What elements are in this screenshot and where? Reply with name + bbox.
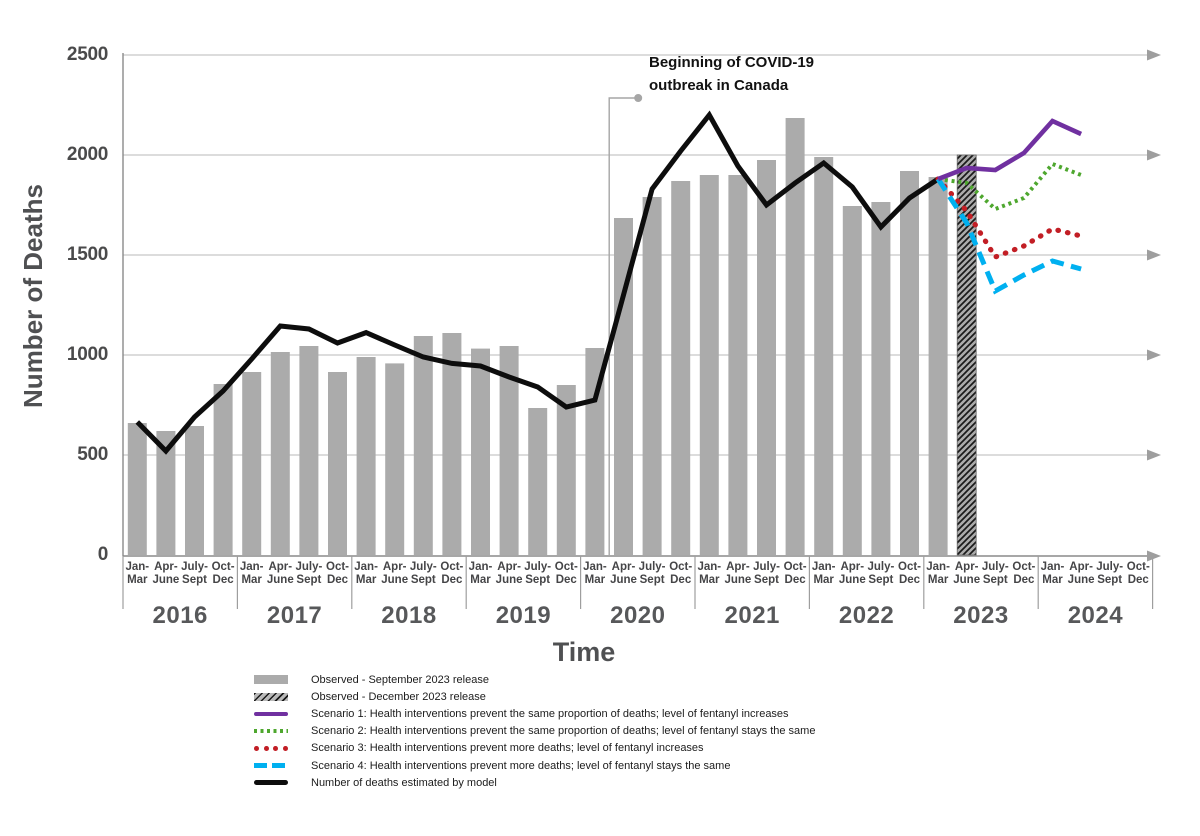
legend-item-scenario2: Scenario 2: Health interventions prevent… xyxy=(254,723,815,740)
y-axis-title: Number of Deaths xyxy=(18,184,48,408)
year-separators xyxy=(122,556,1154,609)
y-tick-label: 2500 xyxy=(66,44,108,65)
covid-annotation: Beginning of COVID-19 outbreak in Canada xyxy=(649,52,869,97)
x-tick-label: Oct- Dec xyxy=(898,561,921,587)
legend-label: Scenario 4: Health interventions prevent… xyxy=(311,759,731,772)
x-tick-label: July- Sept xyxy=(981,561,1009,587)
year-label: 2019 xyxy=(495,602,552,629)
x-tick-label: July- Sept xyxy=(295,561,323,587)
year-label: 2018 xyxy=(381,602,437,629)
green-dotted-line-swatch-icon xyxy=(254,729,288,734)
x-tick-label: July- Sept xyxy=(181,561,208,587)
covid-callout-line xyxy=(608,94,643,555)
line-scenario3 xyxy=(935,176,1084,261)
purple-line-swatch-icon xyxy=(254,711,288,717)
line-scenario2 xyxy=(937,161,1082,212)
x-tick-label: July- Sept xyxy=(867,561,895,587)
x-tick-label: July- Sept xyxy=(638,561,666,587)
year-label: 2021 xyxy=(724,602,780,629)
legend-label: Number of deaths estimated by model xyxy=(311,776,497,789)
year-label: 2020 xyxy=(610,602,666,629)
legend-item-scenario4: Scenario 4: Health interventions prevent… xyxy=(254,757,815,774)
x-tick-label: Oct- Dec xyxy=(1012,561,1036,587)
x-tick-label: July- Sept xyxy=(524,561,552,587)
legend-item-observed-sep2023: Observed - September 2023 release xyxy=(254,671,815,688)
legend-item-scenario1: Scenario 1: Health interventions prevent… xyxy=(254,705,815,722)
x-tick-label: Oct- Dec xyxy=(211,561,235,587)
legend-item-observed-dec2023: Observed - December 2023 release xyxy=(254,688,815,705)
x-tick-label: July- Sept xyxy=(409,561,437,587)
covid-annotation-line2: outbreak in Canada xyxy=(649,76,789,94)
legend-label: Observed - December 2023 release xyxy=(311,690,486,703)
y-tick-label: 500 xyxy=(77,444,108,465)
hatched-bar-swatch-icon xyxy=(254,692,288,701)
x-tick-label: Apr- June xyxy=(152,561,180,587)
line-scenario1 xyxy=(937,118,1083,182)
x-tick-label: Jan- Mar xyxy=(583,561,607,587)
year-label: 2022 xyxy=(838,602,895,629)
covid-annotation-line1: Beginning of COVID-19 xyxy=(649,54,814,71)
x-tick-label: July- Sept xyxy=(1096,561,1124,587)
x-tick-label: Oct- Dec xyxy=(1126,561,1150,587)
legend-label: Scenario 3: Health interventions prevent… xyxy=(311,742,704,755)
x-tick-label: Jan- Mar xyxy=(354,561,378,587)
legend-item-model: Number of deaths estimated by model xyxy=(254,774,815,791)
x-tick-label: Jan- Mar xyxy=(239,561,264,587)
x-axis-title: Time xyxy=(552,637,616,667)
x-tick-label: Jan- Mar xyxy=(926,561,950,587)
bars-observed_dec2023 xyxy=(956,154,977,556)
legend-item-scenario3: Scenario 3: Health interventions prevent… xyxy=(254,740,815,757)
legend-label: Scenario 1: Health interventions prevent… xyxy=(311,707,789,720)
x-tick-label: Oct- Dec xyxy=(554,561,578,587)
year-label: 2023 xyxy=(953,602,1009,629)
gray-bar-swatch-icon xyxy=(254,675,288,685)
y-tick-label: 1500 xyxy=(66,244,108,265)
year-label: 2024 xyxy=(1067,602,1124,629)
x-tick-label: Jan- Mar xyxy=(1040,561,1065,587)
black-line-swatch-icon xyxy=(254,780,288,786)
bars-observed_sep2023 xyxy=(127,118,948,555)
x-tick-label: Jan- Mar xyxy=(468,561,493,587)
x-tick-label: Apr- June xyxy=(610,561,637,587)
x-tick-label: Oct- Dec xyxy=(669,561,693,587)
x-tick-label: Apr- June xyxy=(838,561,866,587)
x-tick-label: Jan- Mar xyxy=(697,561,722,587)
x-tick-label: Apr- June xyxy=(724,561,752,587)
y-tick-label: 2000 xyxy=(66,144,108,165)
line-model xyxy=(135,110,940,455)
legend-label: Observed - September 2023 release xyxy=(311,673,489,686)
x-tick-label: Apr- June xyxy=(495,561,523,587)
legend-label: Scenario 2: Health interventions prevent… xyxy=(311,725,816,738)
x-tick-label: July- Sept xyxy=(753,561,780,587)
x-tick-label: Apr- June xyxy=(953,561,981,587)
blue-dashed-line-swatch-icon xyxy=(254,763,288,769)
x-tick-label: Apr- June xyxy=(266,561,294,587)
year-label: 2016 xyxy=(152,602,208,629)
x-tick-label: Apr- June xyxy=(1067,561,1095,587)
year-label: 2017 xyxy=(266,602,323,629)
x-tick-label: Oct- Dec xyxy=(326,561,349,587)
x-tick-label: Jan- Mar xyxy=(811,561,836,587)
x-tick-label: Apr- June xyxy=(381,561,409,587)
x-tick-label: Jan- Mar xyxy=(125,561,150,587)
x-tick-label: Oct- Dec xyxy=(440,561,464,587)
red-dotted-line-swatch-icon xyxy=(254,745,288,752)
y-tick-label: 0 xyxy=(97,544,109,565)
line-scenario4 xyxy=(936,177,1082,295)
x-tick-label: Oct- Dec xyxy=(783,561,807,587)
y-tick-label: 1000 xyxy=(66,344,108,365)
chart-legend: Observed - September 2023 release Observ… xyxy=(254,671,815,791)
